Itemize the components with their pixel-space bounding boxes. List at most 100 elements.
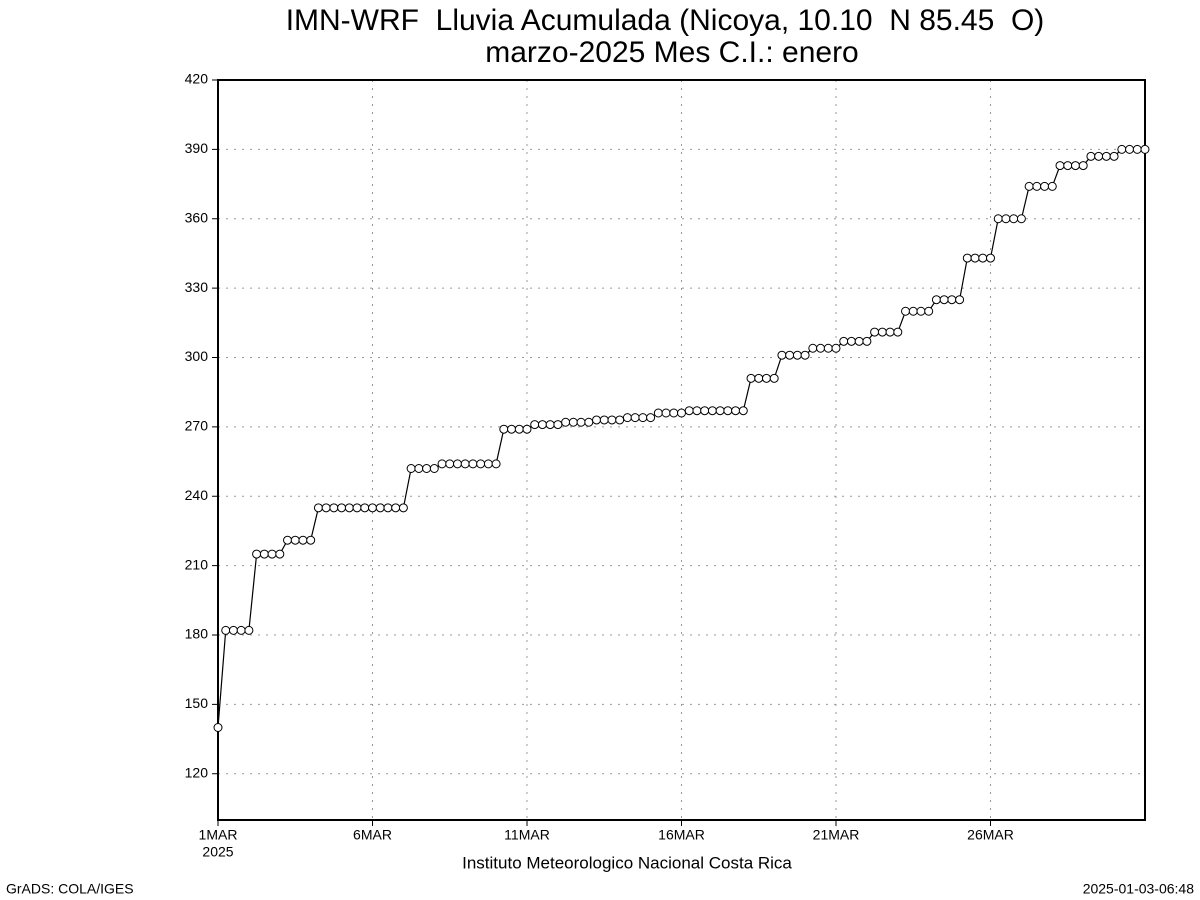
footer-left: GrADS: COLA/IGES	[6, 881, 134, 897]
x-tick-label: 11MAR	[504, 827, 550, 843]
data-point	[584, 417, 594, 427]
y-tick-label: 300	[185, 348, 209, 364]
data-point	[854, 336, 864, 346]
data-point	[877, 327, 887, 337]
y-tick-label: 120	[185, 764, 209, 780]
data-point	[236, 625, 246, 635]
data-point	[313, 503, 323, 513]
y-tick-label: 390	[185, 140, 209, 156]
data-point	[329, 503, 339, 513]
data-point	[1001, 214, 1011, 224]
y-tick-label: 360	[185, 209, 209, 225]
data-point	[507, 424, 517, 434]
data-point	[460, 459, 470, 469]
data-point	[267, 549, 277, 559]
data-point	[360, 503, 370, 513]
data-point	[615, 415, 625, 425]
data-point	[870, 327, 880, 337]
data-point	[800, 350, 810, 360]
data-point	[816, 343, 826, 353]
data-point	[723, 406, 733, 416]
data-point	[646, 413, 656, 423]
data-point	[437, 459, 447, 469]
data-point	[700, 406, 710, 416]
data-point	[931, 295, 941, 305]
data-point	[244, 625, 254, 635]
data-point	[514, 424, 524, 434]
data-point	[1132, 144, 1142, 154]
data-point	[947, 295, 957, 305]
data-point	[962, 253, 972, 263]
data-point	[1101, 151, 1111, 161]
x-tick-label: 21MAR	[813, 827, 860, 843]
data-point	[1125, 144, 1135, 154]
data-point	[808, 343, 818, 353]
data-point	[422, 464, 432, 473]
data-point	[1109, 151, 1119, 161]
data-point	[321, 503, 331, 513]
data-point	[939, 295, 949, 305]
data-point	[1086, 151, 1096, 161]
data-point	[630, 413, 640, 423]
data-point	[391, 503, 401, 513]
data-point	[1009, 214, 1019, 224]
data-point	[352, 503, 362, 513]
data-point	[746, 373, 756, 383]
data-point	[522, 424, 532, 434]
data-point	[761, 373, 771, 383]
data-point	[298, 535, 308, 545]
x-tick-label: 1MAR	[199, 827, 238, 843]
data-point	[908, 306, 918, 316]
data-point	[684, 406, 694, 416]
data-point	[337, 503, 347, 513]
data-point	[537, 420, 547, 430]
data-point	[275, 549, 285, 559]
data-point	[1024, 181, 1034, 191]
data-point	[1032, 181, 1042, 191]
data-point	[545, 420, 555, 430]
data-point	[1094, 151, 1104, 161]
data-point	[406, 464, 416, 473]
data-point	[677, 408, 686, 418]
data-point	[1040, 181, 1050, 191]
data-point	[669, 408, 679, 418]
data-point	[885, 327, 895, 337]
data-point	[429, 464, 439, 473]
data-point	[955, 295, 965, 305]
data-point	[792, 350, 802, 360]
data-point	[290, 535, 300, 545]
data-point	[491, 459, 501, 469]
data-point	[344, 503, 354, 513]
x-tick-label: 16MAR	[658, 827, 705, 843]
data-point	[398, 503, 408, 513]
data-point	[553, 420, 563, 430]
data-point	[383, 503, 393, 513]
data-point	[213, 723, 223, 732]
data-point	[916, 306, 926, 316]
x-year-label: 2025	[202, 844, 233, 860]
data-point	[468, 459, 478, 469]
data-point	[576, 417, 586, 427]
data-point	[622, 413, 632, 423]
data-point	[368, 503, 377, 513]
y-tick-label: 270	[185, 418, 209, 434]
x-tick-label: 6MAR	[353, 827, 392, 843]
data-point	[839, 336, 849, 346]
data-point	[970, 253, 980, 263]
data-point	[893, 327, 903, 337]
data-point	[1078, 161, 1088, 171]
data-point	[414, 464, 424, 473]
data-point	[777, 350, 787, 360]
data-point	[769, 373, 779, 383]
data-point	[1117, 144, 1127, 154]
data-point	[692, 406, 702, 416]
data-point	[715, 406, 725, 416]
chart-subtitle: marzo-2025 Mes C.I.: enero	[485, 36, 859, 69]
data-point	[661, 408, 671, 418]
x-tick-label: 26MAR	[967, 827, 1014, 843]
data-point	[924, 306, 934, 316]
data-point	[530, 420, 540, 430]
data-point	[1047, 181, 1057, 191]
data-point	[483, 459, 493, 469]
